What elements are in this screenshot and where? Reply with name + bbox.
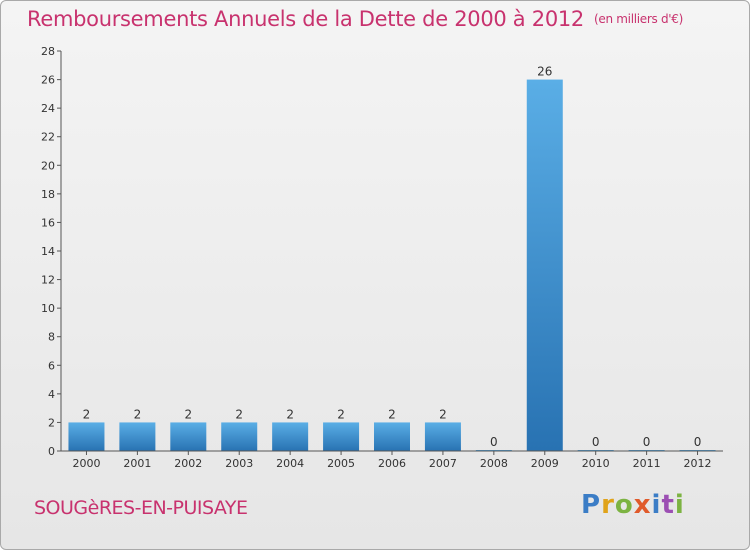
y-tick-label: 6 — [48, 359, 55, 372]
bar-value-label-2007: 2 — [439, 407, 447, 421]
x-tick-label-2007: 2007 — [429, 457, 457, 470]
proxiti-logo: Proxiti — [581, 490, 685, 520]
bar-2005 — [323, 422, 360, 451]
bar-value-label-2002: 2 — [184, 407, 192, 421]
y-tick-label: 0 — [48, 445, 55, 458]
bar-value-label-2006: 2 — [388, 407, 396, 421]
y-tick-label: 24 — [41, 102, 55, 115]
x-tick-label-2005: 2005 — [327, 457, 355, 470]
y-tick-label: 28 — [41, 45, 55, 58]
x-tick-label-2010: 2010 — [582, 457, 610, 470]
bar-2002 — [170, 422, 207, 451]
bar-value-label-2011: 0 — [643, 435, 651, 449]
bar-value-label-2010: 0 — [592, 435, 600, 449]
bar-value-label-2008: 0 — [490, 435, 498, 449]
chart-title: Remboursements Annuels de la Dette de 20… — [27, 7, 683, 31]
x-tick-label-2008: 2008 — [480, 457, 508, 470]
x-tick-label-2004: 2004 — [276, 457, 304, 470]
y-tick-label: 20 — [41, 159, 55, 172]
x-tick-label-2003: 2003 — [225, 457, 253, 470]
bar-value-label-2003: 2 — [235, 407, 243, 421]
y-tick-label: 10 — [41, 302, 55, 315]
chart-title-text: Remboursements Annuels de la Dette de 20… — [27, 7, 584, 31]
y-tick-label: 22 — [41, 131, 55, 144]
y-tick-label: 14 — [41, 245, 55, 258]
bar-2009 — [526, 79, 563, 452]
bar-value-label-2001: 2 — [134, 407, 142, 421]
y-tick-label: 8 — [48, 331, 55, 344]
bar-2006 — [374, 422, 410, 451]
x-tick-label-2002: 2002 — [174, 457, 202, 470]
bar-value-label-2012: 0 — [694, 435, 702, 449]
x-axis: 2000 2001 2002 2003 2004 2005 2006 2007 2008 2009… — [61, 450, 723, 470]
y-tick-label: 26 — [41, 74, 55, 87]
bar-value-label-2000: 2 — [83, 407, 91, 421]
y-tick-label: 2 — [48, 416, 55, 429]
chart-unit: (en milliers d'€) — [594, 12, 684, 26]
x-tick-label-2011: 2011 — [633, 457, 661, 470]
bar-2004 — [272, 422, 309, 451]
y-tick-label: 4 — [48, 388, 55, 401]
bar-2003 — [221, 422, 258, 451]
bar-2000 — [68, 422, 105, 451]
x-tick-label-2000: 2000 — [72, 457, 100, 470]
bar-value-label-2005: 2 — [337, 407, 345, 421]
x-tick-label-2006: 2006 — [378, 457, 406, 470]
x-tick-label-2009: 2009 — [531, 457, 559, 470]
y-tick-label: 18 — [41, 188, 55, 201]
bars-group: 2 2 2 2 2 2 2 2 0 26 0 0 0 — [68, 65, 716, 452]
x-tick-label-2001: 2001 — [123, 457, 151, 470]
bar-value-label-2004: 2 — [286, 407, 294, 421]
bar-2001 — [119, 422, 156, 451]
town-name: SOUGèRES-EN-PUISAYE — [34, 497, 248, 519]
y-tick-label: 16 — [41, 216, 55, 229]
bar-value-label-2009: 26 — [537, 65, 552, 79]
bar-2007 — [424, 422, 461, 451]
y-tick-label: 12 — [41, 274, 55, 287]
x-tick-label-2012: 2012 — [684, 457, 712, 470]
